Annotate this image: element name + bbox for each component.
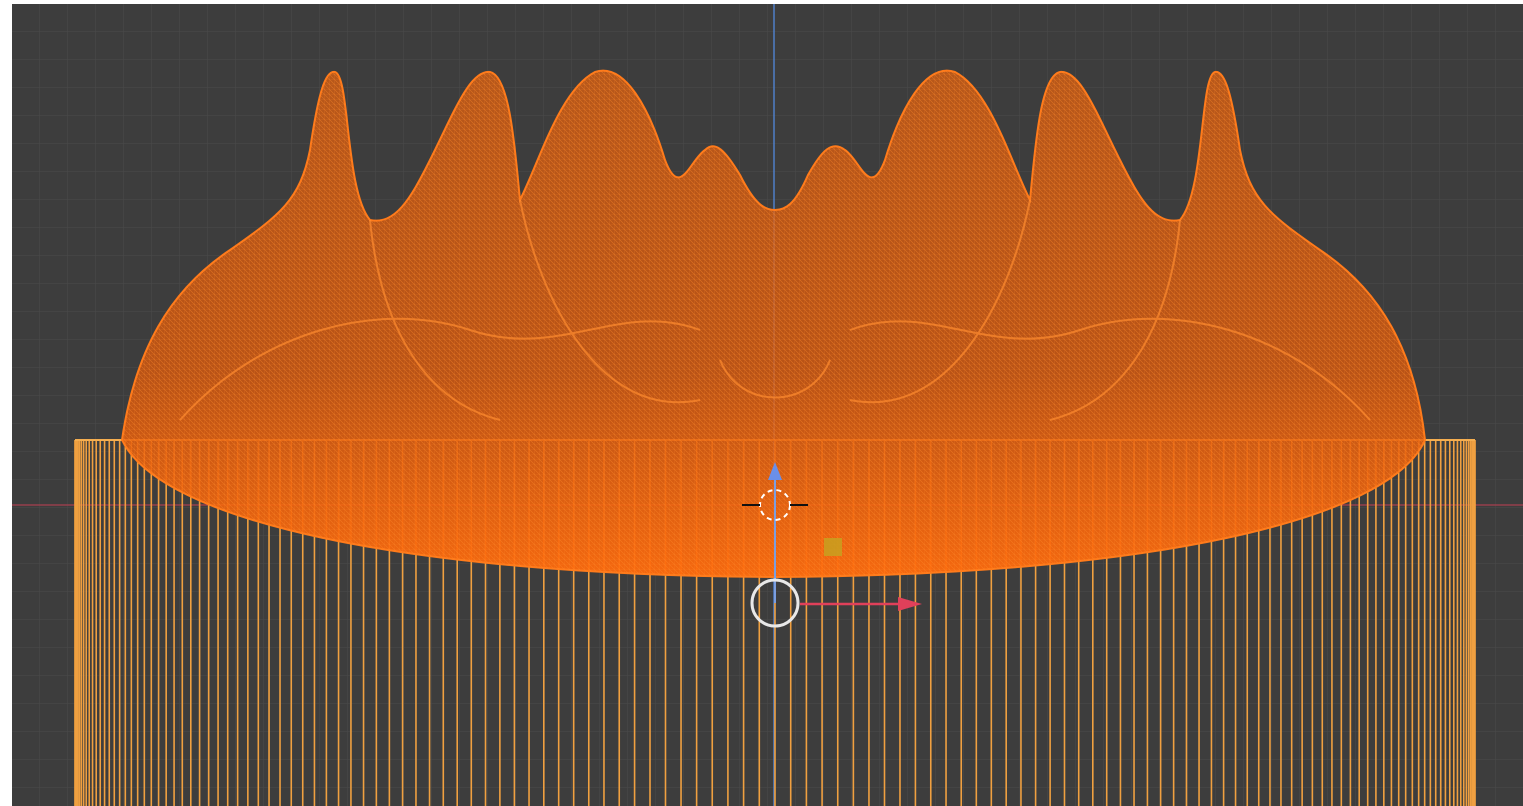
page: {} (0, 0, 1523, 806)
viewport (0, 0, 1523, 806)
light-icon (824, 538, 842, 556)
